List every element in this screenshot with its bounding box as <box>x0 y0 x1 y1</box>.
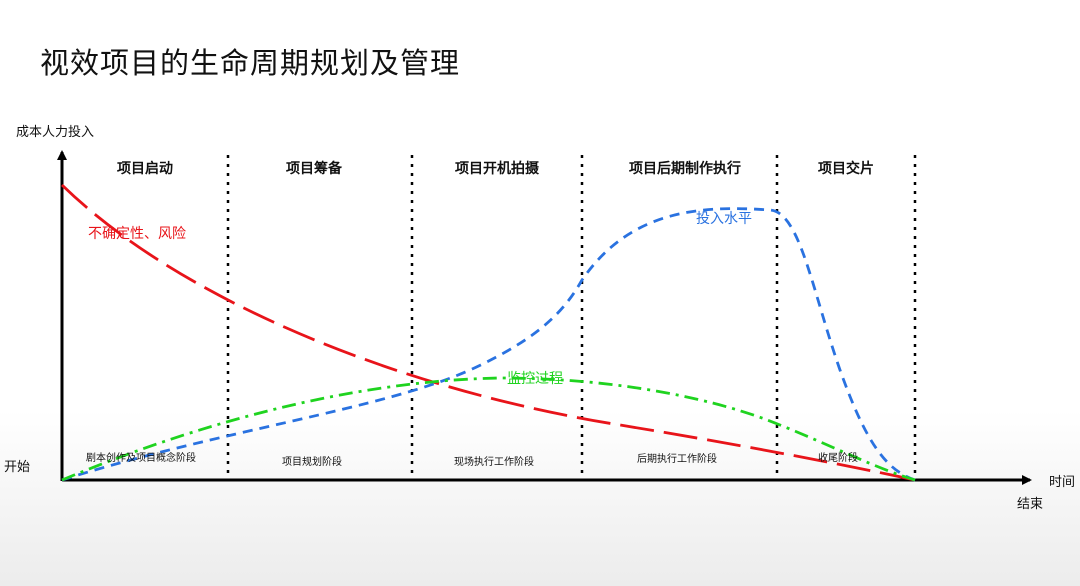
y-axis-label: 成本人力投入 <box>16 124 94 140</box>
monitoring-curve-label: 监控过程 <box>507 371 563 387</box>
origin-label: 开始 <box>4 460 30 475</box>
stage-label-concept: 剧本创作及项目概念阶段 <box>86 451 196 464</box>
slide-title: 视效项目的生命周期规划及管理 <box>40 46 461 80</box>
phase-heading-initiation: 项目启动 <box>117 160 173 177</box>
phase-heading-delivery: 项目交片 <box>818 160 874 177</box>
phase-heading-preparation: 项目筹备 <box>286 160 343 177</box>
stage-label-closing: 收尾阶段 <box>818 451 858 464</box>
risk-curve <box>61 183 916 482</box>
phase-heading-shooting: 项目开机拍摄 <box>455 160 540 177</box>
phase-heading-post-production: 项目后期制作执行 <box>629 160 741 177</box>
stage-label-planning: 项目规划阶段 <box>282 455 342 468</box>
investment-curve-label: 投入水平 <box>696 211 752 227</box>
stage-label-on-site: 现场执行工作阶段 <box>454 455 534 468</box>
monitoring-curve <box>61 376 916 482</box>
stage-label-post: 后期执行工作阶段 <box>637 452 717 465</box>
investment-curve <box>61 207 916 482</box>
risk-curve-label: 不确定性、风险 <box>88 226 186 242</box>
phase-dividers <box>226 155 917 480</box>
end-label: 结束 <box>1017 497 1043 512</box>
x-axis-label: 时间 <box>1049 475 1075 490</box>
